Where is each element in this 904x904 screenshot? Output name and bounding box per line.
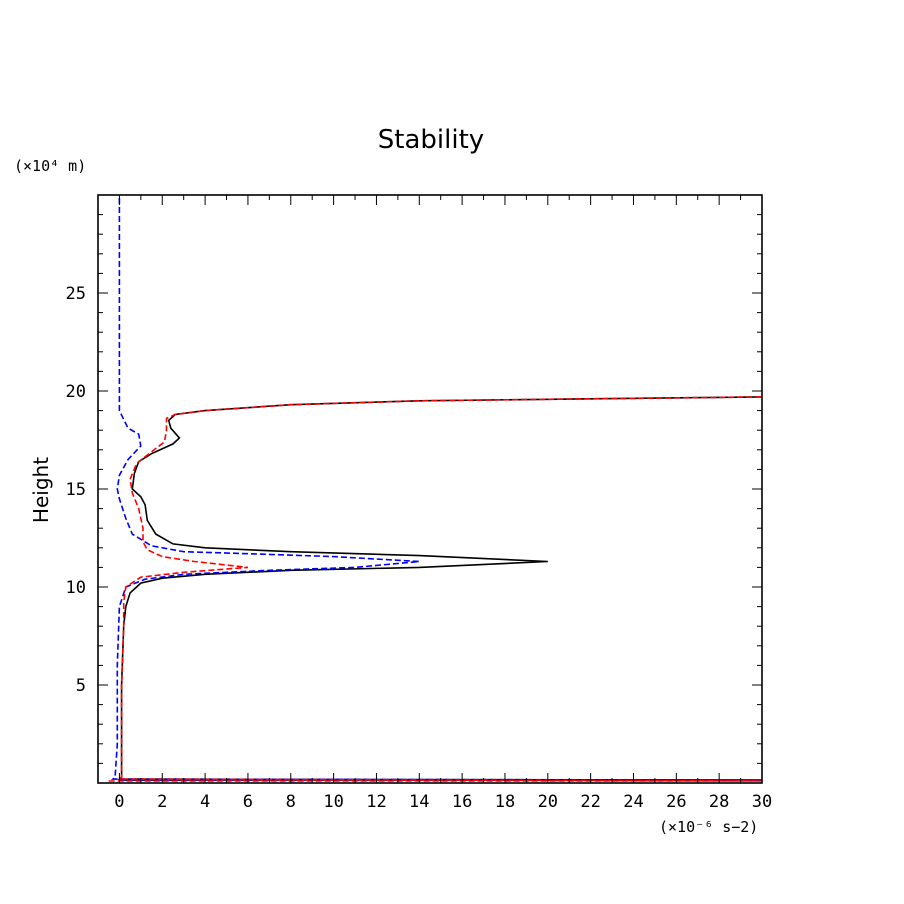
x-tick-label: 10 (323, 792, 343, 812)
x-tick-label: 12 (366, 792, 386, 812)
x-tick-label: 8 (286, 792, 296, 812)
y-axis-title: Height (29, 457, 53, 523)
x-unit-label: (×10⁻⁶ s−2) (659, 818, 758, 836)
y-unit-label: (×10⁴ m) (14, 157, 86, 175)
x-tick-label: 26 (666, 792, 686, 812)
x-tick-label: 4 (200, 792, 210, 812)
x-tick-label: 6 (243, 792, 253, 812)
y-tick-label: 20 (66, 382, 86, 402)
x-tick-label: 14 (409, 792, 429, 812)
y-tick-label: 5 (76, 676, 86, 696)
plot-frame (97, 194, 763, 784)
y-tick-label: 10 (66, 578, 86, 598)
x-tick-label: 28 (709, 792, 729, 812)
y-tick-label: 25 (66, 284, 86, 304)
x-tick-label: 0 (114, 792, 124, 812)
series-line-0 (117, 396, 763, 781)
series-line-2 (108, 396, 763, 782)
x-tick-label: 18 (495, 792, 515, 812)
x-tick-label: 20 (538, 792, 558, 812)
x-tick-label: 16 (452, 792, 472, 812)
x-tick-label: 24 (623, 792, 643, 812)
axes-layer (97, 195, 763, 783)
series-line-1 (111, 195, 763, 781)
x-tick-label: 30 (752, 792, 772, 812)
chart-title: Stability (378, 125, 484, 155)
x-tick-label: 22 (580, 792, 600, 812)
series-layer (108, 195, 763, 782)
x-tick-label: 2 (157, 792, 167, 812)
y-tick-label: 15 (66, 480, 86, 500)
